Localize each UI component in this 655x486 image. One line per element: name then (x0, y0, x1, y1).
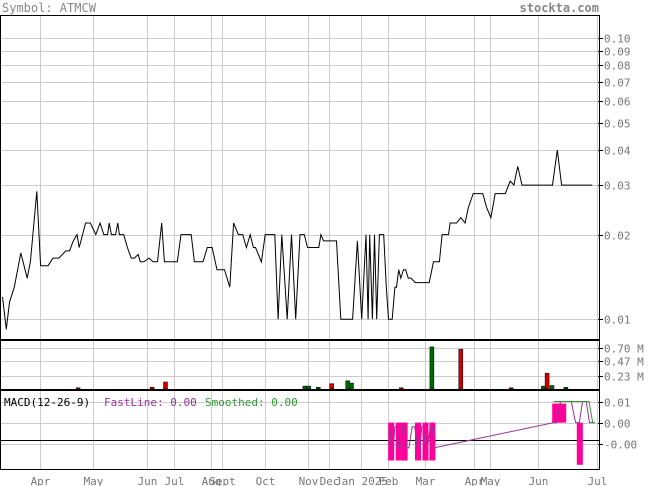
macd-histogram-bar (429, 422, 436, 461)
symbol-label: Symbol: ATMCW (2, 1, 97, 15)
volume-bar (549, 385, 555, 390)
volume-bar (429, 346, 435, 390)
volume-panel: 0.70 M0.47 M 0.23 M (0, 340, 644, 390)
price-y-tick-label: 0.02 (604, 230, 631, 243)
volume-y-tick-label: 0.23 M (604, 371, 644, 384)
price-y-axis: 0.100.090.08 0.07 0.06 0.05 0.04 0.03 0.02 0.01 (598, 33, 631, 327)
volume-bar (316, 386, 321, 390)
x-tick-label: Nov (299, 475, 319, 486)
x-tick-label: Jun (529, 475, 549, 486)
macd-y-tick-label: 0.00 (604, 418, 631, 431)
price-y-tick-label: 0.04 (604, 145, 631, 158)
price-y-tick-label: 0.09 (604, 46, 631, 59)
x-tick-label: May (481, 475, 501, 486)
x-tick-label: Jun (138, 475, 158, 486)
volume-bar (541, 385, 546, 390)
macd-histogram-bar (552, 403, 559, 423)
x-tick-label: Dec (320, 475, 340, 486)
x-tick-label: Feb (379, 475, 399, 486)
volume-bar (345, 380, 350, 390)
volume-bar (302, 385, 308, 390)
volume-bar (306, 385, 311, 390)
price-plot-frame (0, 15, 600, 340)
x-tick-label: Apr (465, 475, 485, 486)
x-tick-label: Sept (209, 475, 236, 486)
volume-bar (544, 372, 550, 390)
macd-histogram-bar (560, 403, 567, 423)
volume-bar (458, 348, 464, 390)
macd-panel: 0.01 0.00 -0.00 MACD(12-26-9) FastLine: 0.… (0, 390, 637, 470)
volume-y-axis: 0.70 M0.47 M 0.23 M (598, 343, 644, 384)
macd-label: MACD(12-26-9) (4, 396, 90, 409)
price-panel: 0.100.090.08 0.07 0.06 0.05 0.04 0.03 0.02 0.01 (0, 15, 631, 340)
volume-bar (563, 386, 569, 390)
volume-y-tick-label: 0.70 M (604, 343, 644, 356)
volume-plot-frame (0, 340, 600, 390)
macd-smoothed-line (553, 401, 595, 424)
price-y-tick-label: 0.03 (604, 180, 631, 193)
macd-histogram-bar (422, 422, 429, 461)
volume-bars (75, 346, 569, 390)
macd-y-tick-label: 0.01 (604, 397, 631, 410)
volume-gridlines (1, 341, 599, 389)
price-y-tick-label: 0.07 (604, 77, 631, 90)
volume-bar (349, 382, 354, 390)
price-y-tick-label: 0.01 (604, 314, 631, 327)
x-tick-label: Jan 2025 (335, 475, 388, 486)
x-tick-label: Aug (202, 475, 222, 486)
macd-histogram-bar (415, 422, 421, 461)
x-tick-label: May (84, 475, 104, 486)
macd-y-tick-label: -0.00 (604, 439, 637, 452)
x-tick-label: Apr (31, 475, 51, 486)
volume-bar (329, 383, 334, 390)
volume-bar (399, 387, 404, 390)
macd-smoothed-label: Smoothed: 0.00 (205, 396, 298, 409)
x-tick-label: Jul (588, 475, 608, 486)
price-y-tick-label: 0.06 (604, 96, 631, 109)
price-y-tick-label: 0.10 (604, 33, 631, 46)
volume-bar (163, 381, 168, 390)
x-tick-label: Jul (165, 475, 185, 486)
macd-y-axis: 0.01 0.00 -0.00 (598, 397, 637, 452)
volume-bar (508, 387, 514, 390)
macd-histogram-bar (576, 422, 583, 465)
price-line (2, 149, 593, 330)
price-y-tick-label: 0.08 (604, 60, 631, 73)
price-y-tick-label: 0.05 (604, 118, 631, 131)
macd-plot-frame (0, 390, 600, 470)
macd-fastline-label: FastLine: 0.00 (104, 396, 197, 409)
volume-bar (75, 387, 81, 390)
x-tick-label: Mar (416, 475, 436, 486)
macd-fastline (389, 401, 595, 449)
x-tick-label: Oct (256, 475, 276, 486)
volume-bar (149, 386, 155, 390)
macd-histogram-bar (401, 422, 408, 461)
volume-y-tick-label: 0.47 M (604, 356, 644, 369)
site-link[interactable]: stockta.com (520, 1, 599, 15)
